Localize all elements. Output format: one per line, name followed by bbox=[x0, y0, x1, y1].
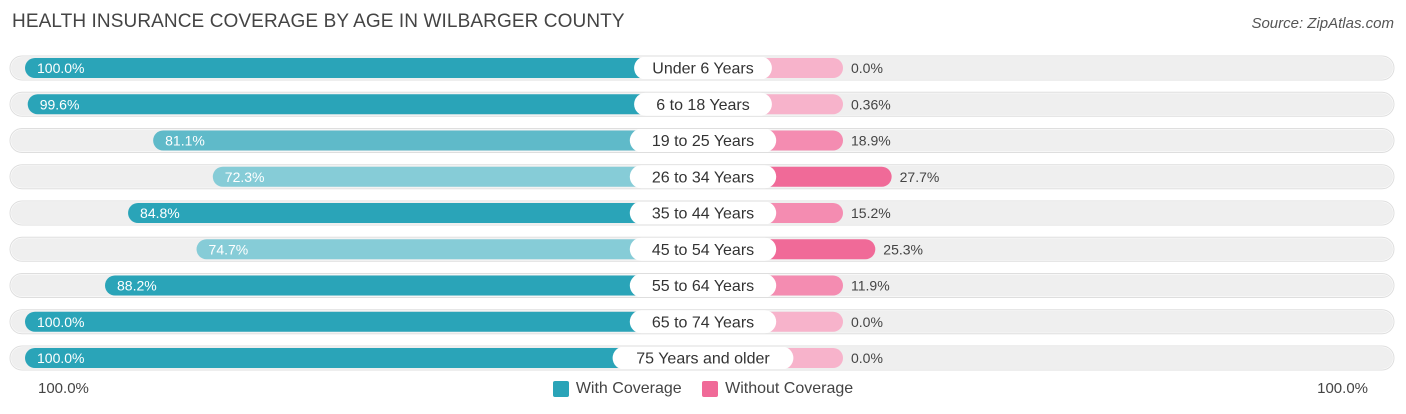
source-label: Source: ZipAtlas.com bbox=[1251, 15, 1394, 32]
with-coverage-value: 84.8% bbox=[140, 205, 180, 221]
category-pill bbox=[634, 92, 772, 116]
axis-left-label: 100.0% bbox=[38, 380, 89, 397]
legend-swatch-without bbox=[702, 381, 719, 397]
coverage-chart: 100.0% Under 6 Years 0.0% 99.6% 6 to 18 Year… bbox=[9, 55, 1395, 371]
without-coverage-value: 0.36% bbox=[851, 96, 891, 112]
with-coverage-bar bbox=[212, 166, 723, 187]
category-pill bbox=[612, 346, 794, 370]
category-pill bbox=[629, 129, 777, 152]
category-label: 75 Years and older bbox=[636, 351, 770, 368]
without-coverage-value: 0.0% bbox=[851, 314, 883, 330]
axis-right-label: 100.0% bbox=[1317, 380, 1368, 397]
legend-label-without: Without Coverage bbox=[725, 380, 854, 397]
legend-with-coverage: With Coverage bbox=[552, 380, 682, 398]
category-pill bbox=[629, 237, 777, 261]
without-coverage-value: 25.3% bbox=[883, 241, 923, 257]
with-coverage-bar bbox=[27, 94, 724, 115]
legend-label-with: With Coverage bbox=[575, 380, 682, 397]
with-coverage-bar bbox=[25, 58, 723, 78]
with-coverage-bar bbox=[25, 348, 723, 368]
with-coverage-value: 72.3% bbox=[225, 169, 265, 185]
category-label: 26 to 34 Years bbox=[652, 169, 754, 186]
category-pill bbox=[634, 56, 772, 80]
legend-swatch-with bbox=[552, 381, 569, 397]
with-coverage-bar bbox=[128, 203, 723, 223]
category-label: Under 6 Years bbox=[652, 61, 753, 78]
without-coverage-value: 0.0% bbox=[851, 350, 883, 366]
with-coverage-value: 88.2% bbox=[117, 278, 157, 294]
without-coverage-value: 15.2% bbox=[851, 205, 891, 221]
category-label: 35 to 44 Years bbox=[652, 206, 754, 223]
category-label: 45 to 54 Years bbox=[652, 242, 754, 259]
category-pill bbox=[629, 310, 777, 334]
with-coverage-value: 81.1% bbox=[165, 133, 205, 149]
without-coverage-value: 0.0% bbox=[851, 60, 883, 76]
with-coverage-bar bbox=[105, 275, 723, 296]
category-pill bbox=[629, 201, 777, 225]
category-label: 19 to 25 Years bbox=[652, 133, 754, 150]
with-coverage-bar bbox=[25, 311, 723, 332]
without-coverage-value: 27.7% bbox=[900, 169, 940, 185]
with-coverage-bar bbox=[153, 130, 724, 151]
with-coverage-bar bbox=[196, 239, 723, 260]
category-label: 65 to 74 Years bbox=[652, 314, 754, 331]
without-coverage-value: 11.9% bbox=[851, 278, 890, 294]
chart-title: HEALTH INSURANCE COVERAGE BY AGE IN WILB… bbox=[12, 11, 625, 32]
category-pill bbox=[629, 165, 777, 189]
category-label: 55 to 64 Years bbox=[652, 278, 754, 295]
with-coverage-value: 100.0% bbox=[37, 60, 84, 76]
without-coverage-value: 18.9% bbox=[851, 133, 891, 149]
with-coverage-value: 74.7% bbox=[209, 241, 249, 257]
category-label: 6 to 18 Years bbox=[656, 97, 749, 114]
legend: With Coverage Without Coverage bbox=[0, 380, 1406, 402]
with-coverage-value: 99.6% bbox=[40, 96, 80, 112]
legend-without-coverage: Without Coverage bbox=[702, 380, 853, 398]
with-coverage-value: 100.0% bbox=[37, 314, 84, 330]
category-pill bbox=[629, 274, 777, 297]
with-coverage-value: 100.0% bbox=[37, 350, 84, 366]
